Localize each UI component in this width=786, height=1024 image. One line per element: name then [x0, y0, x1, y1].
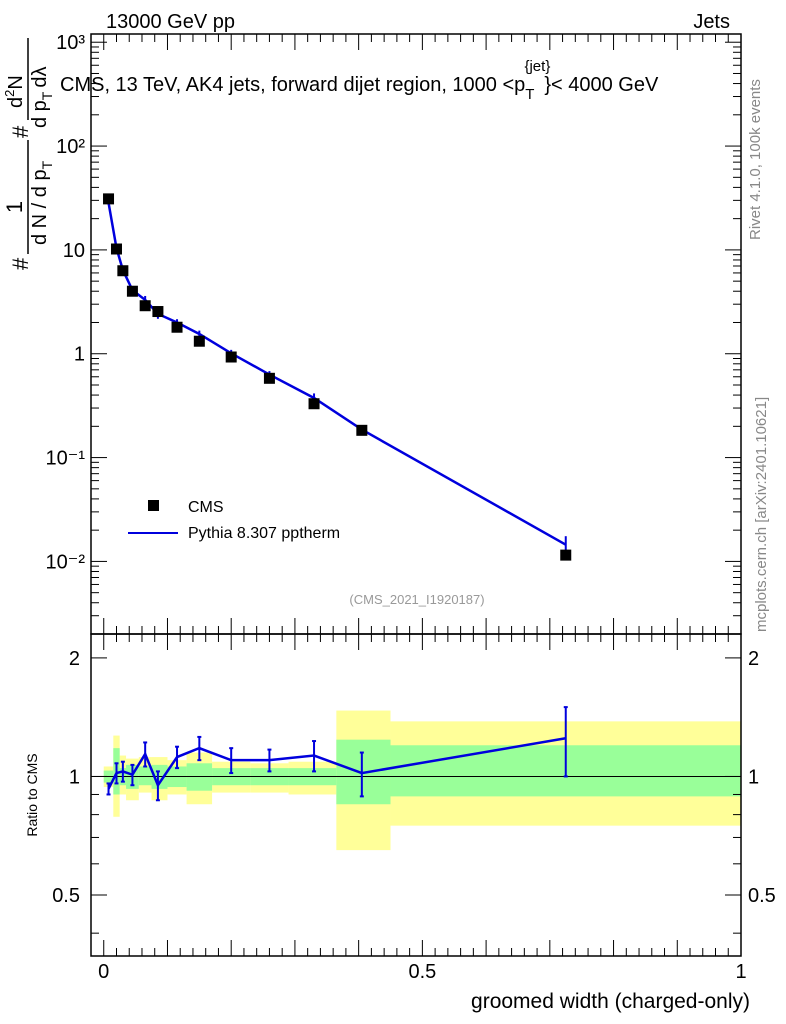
ratio-ytick-label-left: 1	[69, 766, 80, 788]
y-label-hash-2: #	[8, 125, 33, 138]
cms-data-point	[356, 424, 368, 436]
header-right: Jets	[693, 11, 730, 33]
cms-data-point	[117, 265, 129, 277]
cms-data-point	[126, 285, 138, 297]
ratio-panel: 0 0.5 1 0.5 0.5 1 1 2 2	[52, 633, 776, 983]
y-label-hash-1: #	[8, 257, 33, 270]
y-label-frac1-num: 1	[2, 201, 27, 213]
analysis-id: (CMS_2021_I1920187)	[349, 592, 484, 607]
y-axis-label-main: # 1 d N / d pT # d2N d pTdλ	[2, 38, 55, 270]
main-ytick-label: 10²	[56, 136, 85, 158]
legend-label-mc: Pythia 8.307 pptherm	[188, 525, 340, 542]
rivet-label: Rivet 4.1.0, 100k events	[747, 79, 764, 240]
ratio-y-label: Ratio to CMS	[24, 753, 40, 836]
header-left: 13000 GeV pp	[106, 11, 235, 33]
cms-data-point	[171, 321, 183, 333]
y-label-frac2-num: d2N	[2, 75, 27, 108]
main-ytick-label: 10⁻¹	[46, 448, 86, 470]
main-ytick-label: 10	[63, 240, 85, 262]
main-mc-line	[107, 202, 567, 546]
legend-marker-cms	[148, 500, 159, 511]
legend-label-cms: CMS	[188, 499, 224, 516]
y-label-frac1-den: d N / d pT	[29, 160, 55, 245]
xtick-label: 0.5	[408, 961, 436, 983]
mcplots-label: mcplots.cern.ch [arXiv:2401.10621]	[753, 397, 770, 632]
ratio-ytick-label-left: 2	[69, 648, 80, 670]
ratio-band-inner	[138, 766, 152, 786]
main-ytick-label: 10⁻²	[46, 551, 86, 573]
cms-data-point	[110, 243, 122, 255]
main-title: CMS, 13 TeV, AK4 jets, forward dijet reg…	[60, 58, 659, 103]
ratio-frame	[90, 633, 742, 957]
cms-data-point	[225, 351, 237, 363]
main-ytick-label: 10³	[56, 32, 85, 54]
main-panel: 10⁻² 10⁻¹ 1 10 10² 10³	[46, 32, 742, 635]
xtick-label: 1	[735, 961, 746, 983]
ratio-ytick-label-right: 1	[748, 766, 759, 788]
cms-data-point	[103, 193, 115, 205]
x-axis-label: groomed width (charged-only)	[471, 990, 750, 1013]
cms-data-point	[152, 306, 164, 318]
ratio-band-inner	[186, 763, 213, 791]
main-frame	[90, 33, 742, 635]
ratio-ytick-label-left: 0.5	[52, 885, 80, 907]
legend: CMS Pythia 8.307 pptherm	[128, 499, 340, 542]
cms-data-point	[139, 300, 151, 312]
cms-data-point	[560, 549, 572, 561]
cms-data-point	[193, 335, 205, 347]
ratio-ytick-label-right: 2	[748, 648, 759, 670]
xtick-label: 0	[98, 961, 109, 983]
ratio-ytick-label-right: 0.5	[748, 885, 776, 907]
y-label-frac2-den: d pTdλ	[29, 67, 55, 129]
cms-data-point	[308, 398, 320, 410]
main-ytick-label: 1	[74, 344, 85, 366]
cms-data-point	[263, 372, 275, 384]
